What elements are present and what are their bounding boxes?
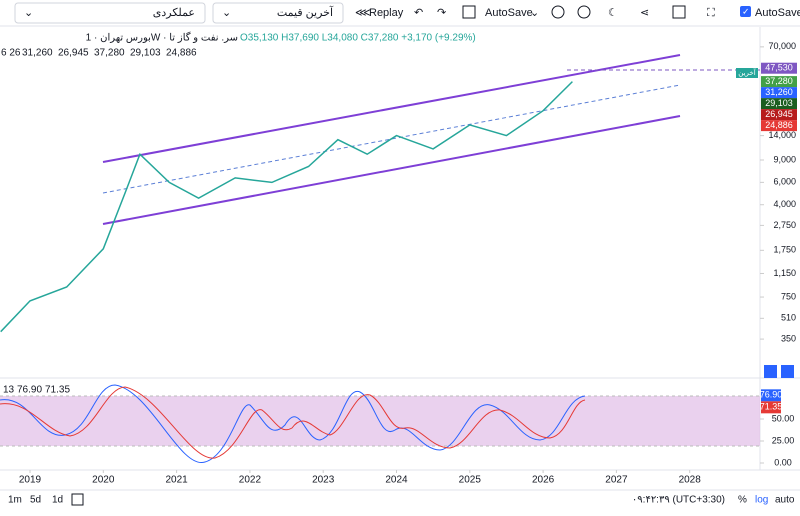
timeframe-button[interactable]: 1m: [8, 495, 22, 506]
x-tick-label: 2019: [19, 475, 42, 486]
layout-icon[interactable]: [462, 5, 476, 19]
dropdown-arrow: ⌄: [24, 7, 33, 19]
price-tag-label: 47,530: [765, 63, 793, 73]
y-tick-label: 1,150: [773, 268, 796, 278]
date-range-icon[interactable]: [71, 493, 84, 506]
price-line: [0, 81, 573, 333]
stoch-tick-label: 0.00: [774, 457, 792, 467]
theme-icon[interactable]: ☾: [608, 7, 618, 19]
y-tick-label: 750: [781, 291, 796, 301]
price-tag: [761, 109, 797, 121]
x-tick-label: 2023: [312, 475, 335, 486]
ichimoku-value: 37,280: [94, 48, 125, 59]
timeframe-button[interactable]: 1d: [52, 495, 63, 506]
stoch-tick-label: 25.00: [772, 435, 795, 445]
y-tick-label: 9,000: [773, 154, 796, 164]
share-icon[interactable]: ⋖: [640, 7, 649, 19]
x-tick-label: 2020: [92, 475, 115, 486]
symbol-menu-label[interactable]: عملکردی: [153, 7, 195, 19]
price-tag: [761, 120, 797, 132]
price-tag-label: 31,260: [765, 87, 793, 97]
percent-toggle[interactable]: %: [738, 495, 747, 506]
x-tick-label: 2021: [165, 475, 188, 486]
dropdown-arrow: ⌄: [530, 7, 539, 19]
x-tick-label: 2022: [239, 475, 262, 486]
x-tick-label: 2025: [459, 475, 482, 486]
ichimoku-value: 26,945: [58, 48, 89, 59]
price-tag: [761, 98, 797, 110]
price-tag-label: 29,103: [765, 98, 793, 108]
x-tick-label: 2027: [605, 475, 628, 486]
price-menu-label[interactable]: آخرین قیمت: [277, 6, 334, 19]
replay-icon: ⋘: [355, 7, 371, 19]
stoch-d-line: [0, 386, 586, 459]
symbol-menu[interactable]: [14, 2, 206, 24]
stoch-k-line: [0, 384, 586, 463]
stoch-tick-label: 50.00: [772, 413, 795, 423]
settings-icon[interactable]: [577, 5, 591, 19]
stoch-tag-label: 76.90: [760, 390, 783, 400]
price-tag: [761, 62, 797, 74]
last-label: آخرین: [738, 67, 756, 77]
ohlc: O35,130 H37,690 L34,080 C37,280 +3,170 (…: [240, 33, 476, 44]
ichimoku-params: 6 26: [1, 48, 21, 59]
price-tag-label: 26,945: [765, 109, 793, 119]
price-menu[interactable]: [212, 2, 344, 24]
channel-top: [102, 54, 681, 163]
autosave-label: AutoSave: [755, 7, 800, 19]
channel-bottom: [102, 115, 681, 225]
redo[interactable]: ↷: [437, 7, 446, 19]
y-tick-label: 4,000: [773, 199, 796, 209]
search-icon[interactable]: [551, 5, 565, 19]
auto-toggle[interactable]: auto: [775, 495, 795, 506]
ichimoku-value: 31,260: [22, 48, 53, 59]
y-tick-label: 1,750: [773, 245, 796, 255]
log-toggle[interactable]: log: [755, 495, 768, 506]
y-tick-label: 510: [781, 313, 796, 323]
replay-button[interactable]: Replay: [369, 7, 404, 19]
price-tag-label: 37,280: [765, 76, 793, 86]
scale-toggle[interactable]: [764, 365, 777, 378]
ichimoku-value: 29,103: [130, 48, 161, 59]
stoch-value: 76.90: [17, 385, 42, 396]
stoch-tag: [761, 389, 781, 402]
y-tick-label: 2,750: [773, 220, 796, 230]
stoch-value: 71.35: [45, 385, 70, 396]
scale-toggle[interactable]: [781, 365, 794, 378]
y-tick-label: 70,000: [768, 41, 796, 51]
ichimoku-value: 24,886: [166, 48, 197, 59]
y-tick-label: 6,000: [773, 177, 796, 187]
price-tag: [761, 76, 797, 88]
dropdown-arrow: ⌄: [222, 7, 231, 19]
timeframe-button[interactable]: 5d: [30, 495, 41, 506]
price-tag-label: 24,886: [765, 120, 793, 130]
fullscreen-icon[interactable]: ⛶: [707, 7, 715, 19]
stoch-tag: [761, 401, 781, 414]
stoch-band: [0, 396, 760, 446]
last-label-box: [736, 68, 758, 78]
y-tick-label: 350: [781, 333, 796, 343]
x-tick-label: 2024: [385, 475, 408, 486]
y-tick-label: 14,000: [768, 130, 796, 140]
stoch-params: 13: [3, 385, 15, 396]
undo[interactable]: ↶: [414, 7, 423, 19]
autosave-menu[interactable]: AutoSave: [485, 7, 533, 19]
x-tick-label: 2028: [679, 475, 702, 486]
price-tag: [761, 87, 797, 99]
stoch-tag-label: 71.35: [760, 402, 783, 412]
clock: ۰۹:۴۲:۳۹ (UTC+3:30): [632, 495, 725, 506]
snapshot-icon[interactable]: [672, 5, 686, 19]
autosave-checkbox[interactable]: [740, 6, 751, 17]
x-tick-label: 2026: [532, 475, 555, 486]
legend-title: بورس تهران · 1W · سر. نفت و گاز تا: [86, 32, 238, 44]
check: ✓: [742, 6, 750, 16]
